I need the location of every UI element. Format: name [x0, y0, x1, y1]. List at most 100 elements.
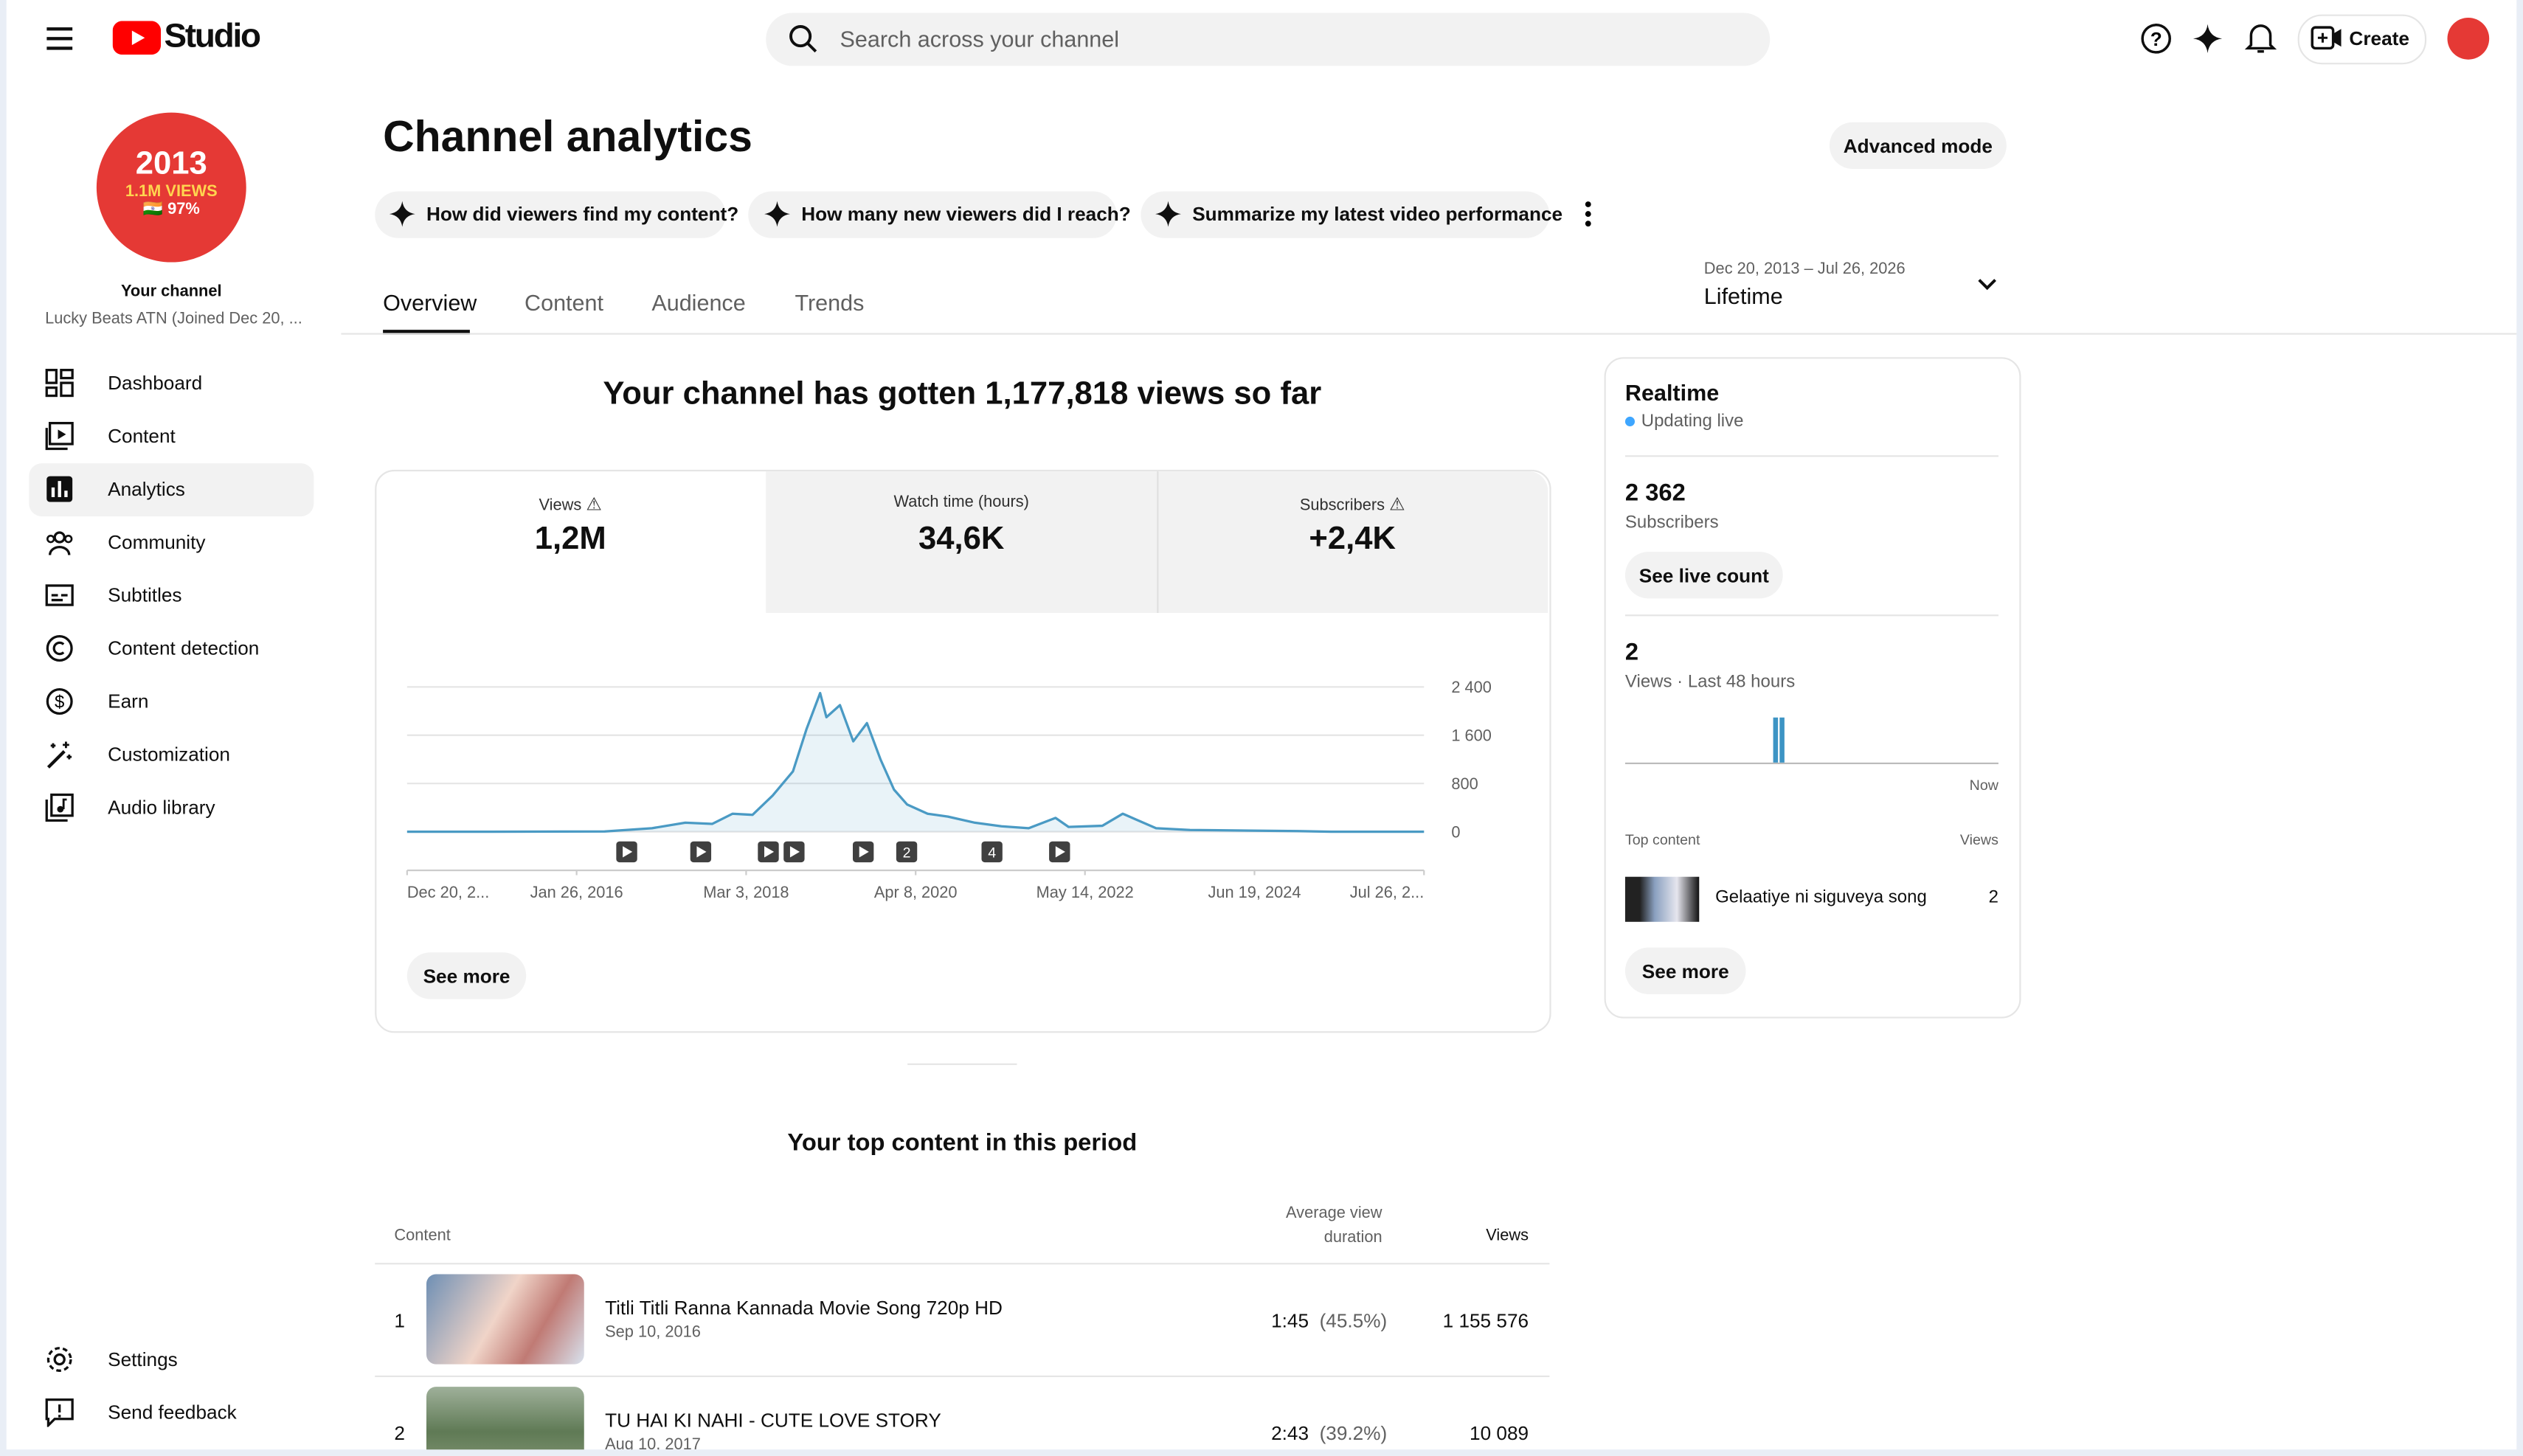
video-marker[interactable] [981, 841, 1003, 863]
thumbnail[interactable] [426, 1387, 584, 1450]
nav-item[interactable]: Settings [108, 1348, 178, 1371]
ai-icon[interactable] [2192, 23, 2224, 55]
help-icon[interactable]: ? [2140, 23, 2173, 55]
metric-label[interactable]: Watch time (hours) [893, 493, 1029, 512]
logo-icon[interactable] [112, 21, 162, 55]
tab[interactable]: Overview [383, 289, 477, 316]
marker-count: 4 [988, 845, 996, 862]
nav-item[interactable]: Analytics [108, 477, 185, 501]
metric-value[interactable]: 1,2M [534, 521, 606, 557]
prompt-text[interactable]: How many new viewers did I reach? [801, 202, 1131, 226]
prompt-text[interactable]: How did viewers find my content? [426, 202, 739, 226]
channel-avatar[interactable]: 2013 1.1M VIEWS 🇮🇳 97% [96, 112, 246, 263]
search-icon [789, 25, 817, 53]
video-markers: 2 4 [616, 841, 1070, 863]
column-header: Content [394, 1227, 451, 1246]
views-chart: 2 4 0 800 1 600 2 400 Dec 20, 2... Jan 26, 20… [406, 678, 1492, 901]
nav-item[interactable]: Send feedback [108, 1401, 237, 1424]
nav-icon [45, 793, 74, 822]
nav-item[interactable]: Content detection [108, 637, 260, 660]
metric-label-text: Subscribers [1299, 496, 1385, 515]
rank: 1 [394, 1309, 405, 1332]
column-header[interactable]: Views [1486, 1227, 1529, 1246]
realtime-bar [1779, 717, 1785, 763]
live-status: Updating live [1641, 412, 1744, 431]
item-views: 2 [1988, 887, 1998, 908]
more-icon[interactable] [1582, 199, 1594, 228]
item-title[interactable]: Gelaatiye ni siguveya song [1715, 887, 1927, 908]
nav-item[interactable]: Dashboard [108, 371, 203, 395]
spark-icon [764, 201, 790, 227]
video-marker[interactable] [896, 841, 918, 863]
nav-icon [46, 634, 73, 662]
nav-item[interactable]: Earn [108, 690, 149, 713]
section-title: Your top content in this period [787, 1129, 1138, 1157]
date-range[interactable]: Dec 20, 2013 – Jul 26, 2026 [1703, 260, 1906, 279]
x-tick-label: Apr 8, 2020 [874, 883, 958, 901]
views: 10 089 [1470, 1422, 1529, 1445]
video-title[interactable]: TU HAI KI NAHI - CUTE LOVE STORY [605, 1409, 941, 1432]
metric-value[interactable]: +2,4K [1309, 521, 1397, 557]
nav-item[interactable]: Content [108, 424, 176, 448]
y-tick-label: 0 [1451, 822, 1460, 841]
metric-value[interactable]: 34,6K [918, 521, 1005, 557]
duration-percent: (45.5%) [1319, 1309, 1388, 1332]
see-more-button[interactable]: See more [406, 952, 527, 999]
your-channel: Your channel [120, 282, 222, 301]
row-divider [375, 1375, 1550, 1378]
account-avatar[interactable] [2447, 17, 2490, 60]
page-title: Channel analytics [383, 112, 752, 162]
badge-views: 1.1M VIEWS [125, 183, 218, 201]
prompt-text[interactable]: Summarize my latest video performance [1192, 202, 1563, 226]
period[interactable]: Lifetime [1703, 282, 1783, 309]
create-label[interactable]: Create [2349, 27, 2409, 50]
thumbnail[interactable] [1624, 876, 1700, 922]
prompt-chip[interactable] [375, 191, 726, 238]
advanced-mode-button[interactable]: Advanced mode [1829, 122, 2007, 170]
x-tick-label: Jan 26, 2016 [530, 883, 623, 901]
create-button[interactable] [2297, 14, 2427, 65]
nav-icon [46, 531, 73, 555]
views: 1 155 576 [1442, 1309, 1529, 1332]
tabs-divider [341, 333, 2517, 335]
column-header[interactable]: Average view duration [1286, 1204, 1382, 1247]
headline: Your channel has gotten 1,177,818 views … [603, 376, 1322, 412]
x-tick-label: Jul 26, 2... [1350, 883, 1425, 901]
avg-duration: 2:43 (39.2%) [1271, 1422, 1387, 1445]
prompt-chip[interactable] [1141, 191, 1550, 238]
search-box[interactable] [766, 13, 1771, 66]
badge-year: 2013 [135, 146, 207, 182]
live-count-button[interactable]: See live count [1624, 552, 1783, 599]
see-more-button[interactable]: See more [1624, 947, 1746, 994]
bell-icon[interactable] [2244, 21, 2277, 56]
line [406, 691, 1425, 833]
logo-text[interactable]: Studio [164, 17, 261, 55]
marker-play [696, 846, 707, 858]
tab[interactable]: Audience [651, 289, 746, 316]
x-tick-label: Mar 3, 2018 [703, 883, 789, 901]
feedback-icon [45, 1398, 74, 1427]
nav-item[interactable]: Community [108, 530, 206, 554]
tab[interactable]: Content [525, 289, 604, 316]
dropdown-icon[interactable] [1976, 277, 1998, 293]
top-content-label: Top content [1624, 831, 1700, 848]
video-title[interactable]: Titli Titli Ranna Kannada Movie Song 720… [605, 1296, 1003, 1320]
nav-item[interactable]: Audio library [108, 796, 215, 819]
thumbnail[interactable] [426, 1274, 584, 1365]
nav-item[interactable]: Customization [108, 743, 230, 766]
badge-share: 🇮🇳 97% [142, 201, 200, 219]
prompt-chip[interactable] [748, 191, 1117, 238]
metric-label[interactable]: Subscribers ⚠ [1157, 494, 1548, 515]
nav-item[interactable]: Subtitles [108, 583, 182, 607]
tab[interactable]: Trends [795, 289, 865, 316]
duration: 1:45 [1271, 1309, 1309, 1332]
divider [1624, 614, 1998, 617]
subscriber-count: 2 362 [1624, 479, 1686, 507]
nav-icon [45, 369, 74, 398]
marker-count: 2 [903, 845, 911, 862]
metric-label[interactable]: Views ⚠ [375, 494, 766, 515]
marker-play [859, 846, 869, 858]
menu-icon[interactable] [46, 26, 75, 52]
